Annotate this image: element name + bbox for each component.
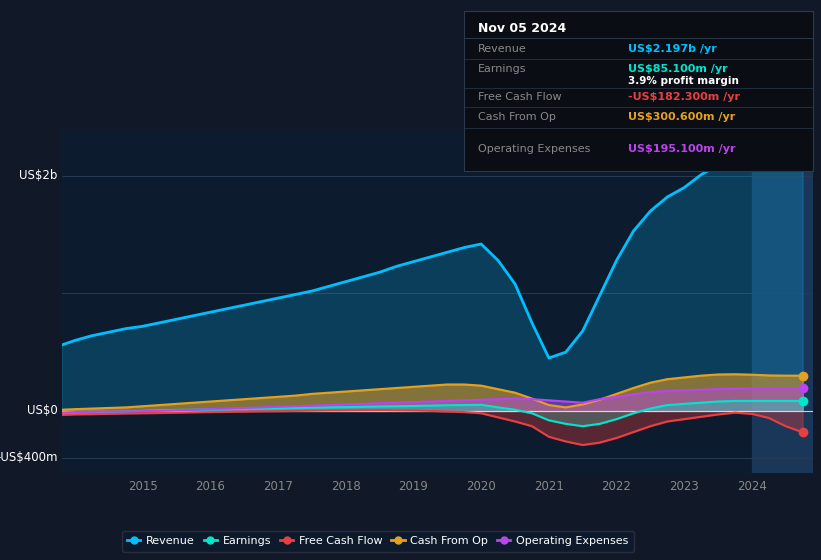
Bar (752, 129, 821, 473)
Text: Revenue: Revenue (478, 44, 526, 54)
Text: US$2.197b /yr: US$2.197b /yr (628, 44, 717, 54)
Text: -US$182.300m /yr: -US$182.300m /yr (628, 92, 740, 102)
Legend: Revenue, Earnings, Free Cash Flow, Cash From Op, Operating Expenses: Revenue, Earnings, Free Cash Flow, Cash … (122, 530, 634, 552)
Text: Free Cash Flow: Free Cash Flow (478, 92, 562, 102)
Text: US$195.100m /yr: US$195.100m /yr (628, 144, 736, 154)
Text: US$300.600m /yr: US$300.600m /yr (628, 113, 735, 122)
Text: Cash From Op: Cash From Op (478, 113, 556, 122)
Text: US$85.100m /yr: US$85.100m /yr (628, 64, 727, 74)
Text: Earnings: Earnings (478, 64, 526, 74)
Text: -US$400m: -US$400m (0, 451, 57, 464)
Text: Nov 05 2024: Nov 05 2024 (478, 22, 566, 35)
Text: Operating Expenses: Operating Expenses (478, 144, 590, 154)
Text: 3.9% profit margin: 3.9% profit margin (628, 76, 739, 86)
Text: US$0: US$0 (27, 404, 57, 417)
Text: US$2b: US$2b (19, 169, 57, 183)
